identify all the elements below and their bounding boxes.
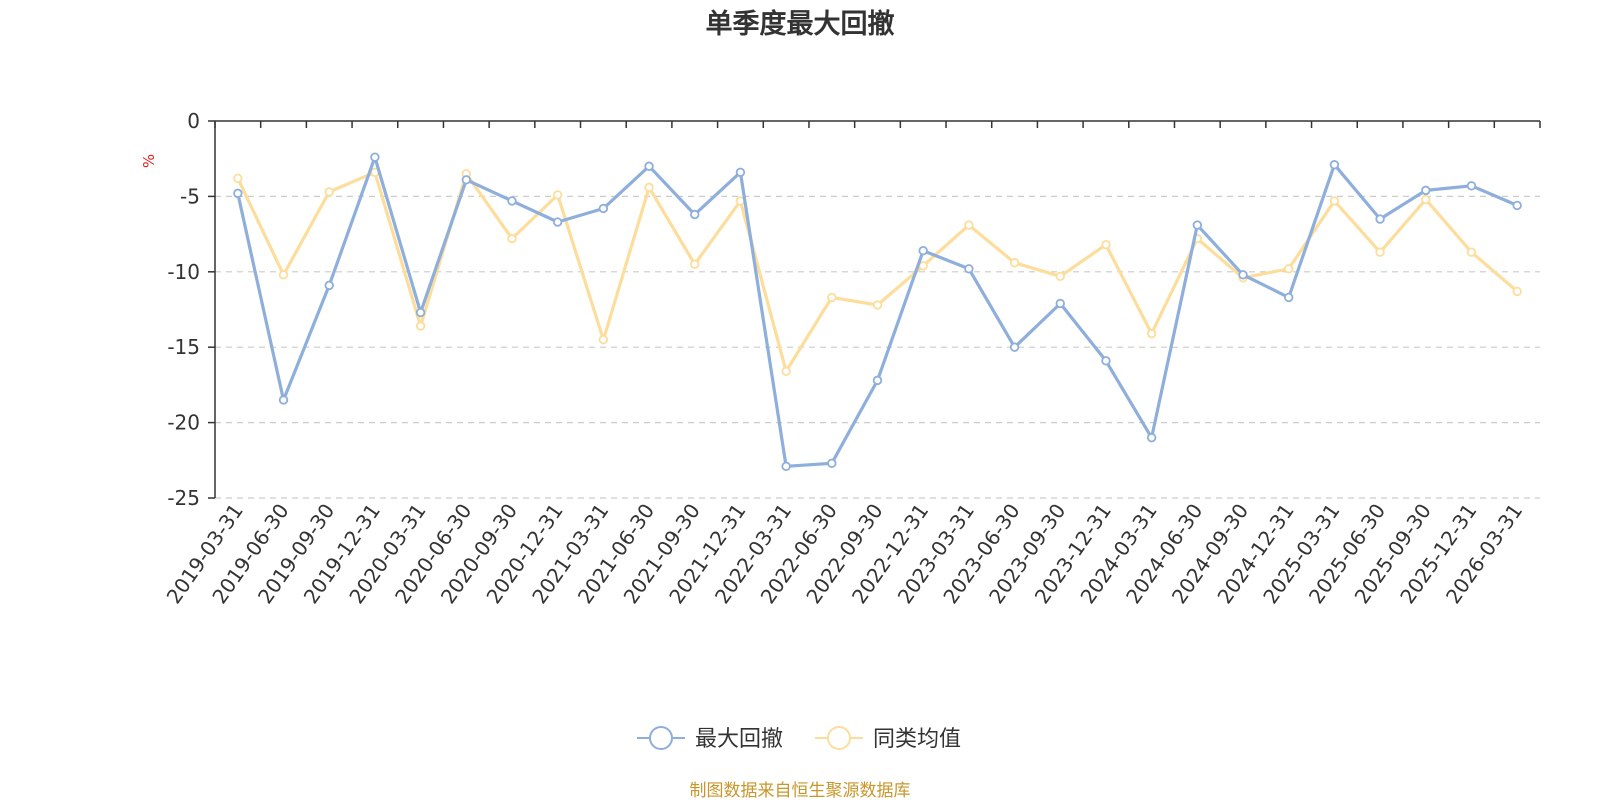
data-point[interactable] <box>598 334 609 345</box>
data-point[interactable] <box>735 167 746 177</box>
data-point[interactable] <box>233 173 243 184</box>
data-point[interactable] <box>827 458 837 469</box>
data-point[interactable] <box>552 217 563 227</box>
data-point[interactable] <box>1284 264 1294 274</box>
data-point[interactable] <box>918 261 928 271</box>
data-point[interactable] <box>644 161 654 171</box>
data-point[interactable] <box>1146 328 1157 339</box>
chart-title: 单季度最大回撤 <box>706 8 895 40</box>
y-tick-label: -10 <box>167 260 200 284</box>
data-point[interactable] <box>781 461 791 472</box>
y-axis-unit-label: % <box>140 154 158 168</box>
y-tick-label: -20 <box>167 411 200 435</box>
series-line <box>236 155 1518 468</box>
data-point[interactable] <box>233 188 243 199</box>
data-point[interactable] <box>1512 200 1522 211</box>
legend-label: 最大回撤 <box>695 727 783 752</box>
data-point[interactable] <box>1284 292 1294 303</box>
data-point[interactable] <box>415 307 426 318</box>
data-point[interactable] <box>1009 258 1020 268</box>
legend-marker <box>827 726 851 750</box>
data-point[interactable] <box>1512 286 1522 297</box>
y-tick-label: -25 <box>167 486 200 510</box>
data-point[interactable] <box>324 280 334 291</box>
data-point[interactable] <box>1055 298 1065 309</box>
series-0 <box>233 152 1522 472</box>
data-point[interactable] <box>964 220 974 230</box>
legend-item[interactable]: 最大回撤 <box>637 726 783 752</box>
data-point[interactable] <box>1421 194 1431 205</box>
data-point[interactable] <box>918 245 928 256</box>
data-point[interactable] <box>690 209 700 220</box>
legend-label: 同类均值 <box>873 727 961 752</box>
y-axis-ticks: 0 -5 -10 -15 -20 -25 <box>167 109 215 510</box>
data-point[interactable] <box>507 196 517 206</box>
data-point[interactable] <box>690 259 700 269</box>
data-point[interactable] <box>1238 270 1248 280</box>
data-point[interactable] <box>1329 196 1340 206</box>
data-point[interactable] <box>1009 342 1020 352</box>
gridlines <box>215 195 1540 499</box>
y-tick-label: -5 <box>180 184 200 208</box>
y-tick-label: -15 <box>167 335 200 359</box>
data-point[interactable] <box>1375 247 1385 257</box>
data-point[interactable] <box>1055 271 1065 282</box>
legend-item[interactable]: 同类均值 <box>815 726 961 752</box>
legend[interactable]: 最大回撤 同类均值 <box>637 726 961 752</box>
legend-marker <box>649 726 673 750</box>
data-point[interactable] <box>1146 432 1157 443</box>
data-point[interactable] <box>1192 220 1203 230</box>
series-layer <box>233 152 1522 472</box>
x-axis-ticks: 2019-03-312019-06-302019-09-302019-12-31… <box>162 121 1541 608</box>
data-point[interactable] <box>1421 185 1431 196</box>
data-point[interactable] <box>1329 160 1340 170</box>
axes <box>214 120 1540 498</box>
data-point[interactable] <box>1375 214 1385 224</box>
data-point[interactable] <box>1466 181 1477 191</box>
data-point[interactable] <box>827 292 837 303</box>
data-source-note: 制图数据来自恒生聚源数据库 <box>690 781 911 800</box>
data-point[interactable] <box>552 190 563 200</box>
data-point[interactable] <box>1101 239 1111 250</box>
data-point[interactable] <box>964 264 974 274</box>
data-point[interactable] <box>1466 247 1477 257</box>
data-point[interactable] <box>370 152 380 162</box>
data-point[interactable] <box>644 182 654 193</box>
data-point[interactable] <box>1101 356 1111 366</box>
data-point[interactable] <box>872 300 883 310</box>
data-point[interactable] <box>461 175 471 185</box>
data-point[interactable] <box>278 270 289 280</box>
data-point[interactable] <box>415 321 426 331</box>
data-point[interactable] <box>598 203 609 214</box>
data-point[interactable] <box>507 233 517 244</box>
data-point[interactable] <box>278 395 289 405</box>
y-tick-label: 0 <box>187 109 200 133</box>
data-point[interactable] <box>324 187 334 197</box>
data-point[interactable] <box>872 375 883 386</box>
data-point[interactable] <box>781 366 791 377</box>
